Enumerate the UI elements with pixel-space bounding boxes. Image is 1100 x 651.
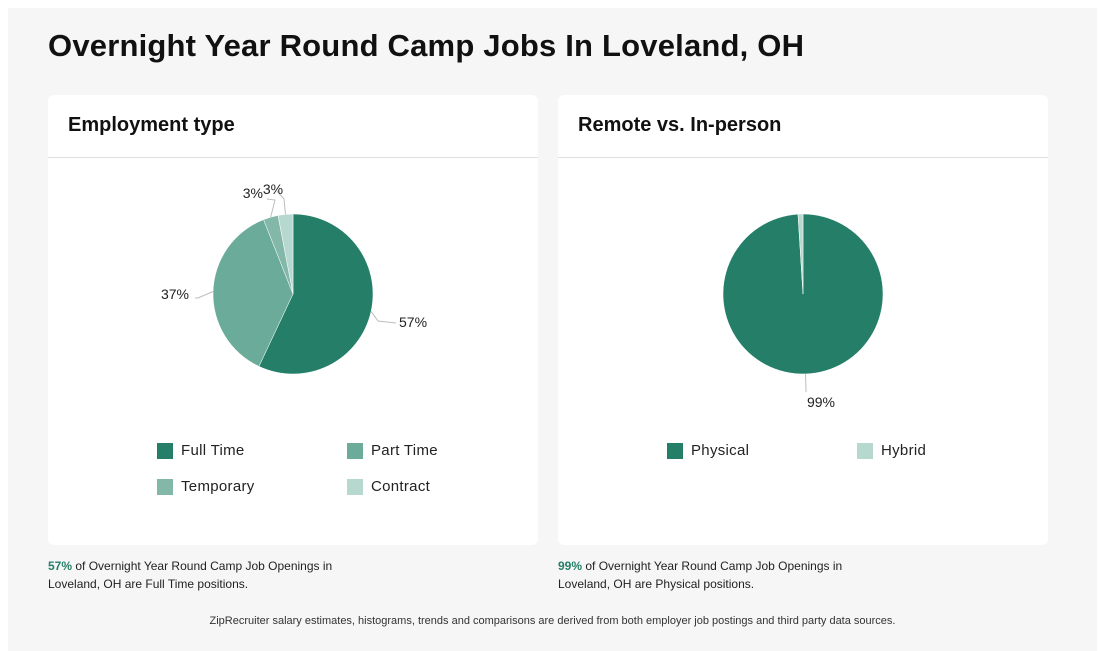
pie-slice-hybrid: [797, 213, 804, 295]
employment-card-header: Employment type: [48, 95, 538, 158]
remote-pie-chart: 99%: [722, 213, 884, 410]
page-title: Overnight Year Round Camp Jobs In Lovela…: [48, 28, 805, 63]
leader-line-temporary: [266, 198, 276, 218]
legend-label-contract: Contract: [371, 478, 431, 495]
leader-line-full-time: [370, 311, 397, 324]
legend-item-physical: Physical: [667, 442, 749, 459]
legend-label-temporary: Temporary: [181, 478, 255, 495]
legend-label-hybrid: Hybrid: [881, 442, 927, 459]
data-label-temporary: 3%: [243, 185, 263, 201]
employment-caption: 57% of Overnight Year Round Camp Job Ope…: [48, 557, 378, 593]
data-label-part-time: 37%: [161, 286, 189, 302]
legend-swatch-contract: [347, 478, 363, 495]
legend-swatch-physical: [667, 442, 683, 459]
legend-item-temporary: Temporary: [157, 478, 255, 495]
legend-swatch-full-time: [157, 442, 173, 459]
pie-slice-part-time: [212, 219, 294, 367]
footer-disclaimer: ZipRecruiter salary estimates, histogram…: [209, 615, 896, 627]
legend-label-full-time: Full Time: [181, 442, 245, 459]
legend-label-part-time: Part Time: [371, 442, 438, 459]
remote-vs-in-person-card: Remote vs. In-person 99% Physical Hybrid: [558, 95, 1048, 545]
legend-item-part-time: Part Time: [347, 442, 438, 459]
remote-caption: 99% of Overnight Year Round Camp Job Ope…: [558, 557, 888, 593]
data-label-contract: 3%: [263, 181, 283, 197]
legend-swatch-hybrid: [857, 442, 873, 459]
remote-card-header: Remote vs. In-person: [558, 95, 1048, 158]
legend-item-full-time: Full Time: [157, 442, 245, 459]
page-frame: Overnight Year Round Camp Jobs In Lovela…: [8, 8, 1097, 651]
employment-caption-percent: 57%: [48, 559, 73, 573]
legend-label-physical: Physical: [691, 442, 750, 459]
legend-item-hybrid: Hybrid: [857, 442, 926, 459]
data-label-full-time: 57%: [399, 314, 427, 330]
data-label-physical: 99%: [807, 394, 835, 410]
employment-type-card: Employment type 57% 37% 3% 3% Full Time Par…: [48, 95, 538, 545]
legend-swatch-temporary: [157, 478, 173, 495]
legend-item-contract: Contract: [347, 478, 430, 495]
legend-swatch-part-time: [347, 442, 363, 459]
employment-card-title: Employment type: [68, 114, 235, 136]
pie-slice-full-time: [258, 213, 374, 375]
remote-caption-percent: 99%: [558, 559, 583, 573]
remote-card-title: Remote vs. In-person: [578, 114, 782, 136]
leader-line-part-time: [195, 291, 214, 299]
employment-pie-chart: 57% 37% 3% 3%: [161, 181, 427, 375]
employment-caption-text: of Overnight Year Round Camp Job Opening…: [48, 559, 333, 591]
remote-caption-text: of Overnight Year Round Camp Job Opening…: [558, 559, 843, 591]
leader-line-contract: [276, 190, 286, 215]
